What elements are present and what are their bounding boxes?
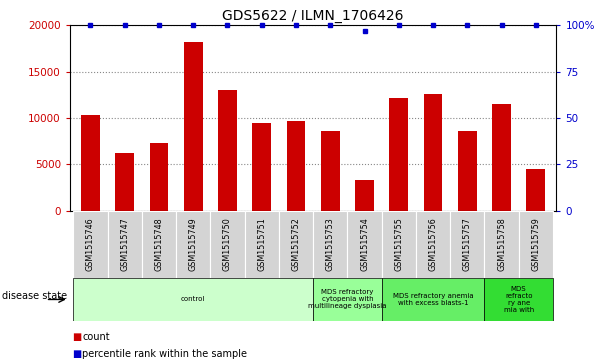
Text: ■: ■: [72, 349, 81, 359]
Title: GDS5622 / ILMN_1706426: GDS5622 / ILMN_1706426: [223, 9, 404, 23]
Bar: [355, 180, 374, 211]
Bar: [382, 211, 416, 278]
Bar: [252, 123, 271, 211]
Bar: [150, 143, 168, 211]
Bar: [389, 98, 408, 211]
Bar: [210, 211, 244, 278]
Bar: [485, 278, 553, 321]
Text: count: count: [82, 332, 109, 342]
Bar: [519, 211, 553, 278]
Text: MDS refractory anemia
with excess blasts-1: MDS refractory anemia with excess blasts…: [393, 293, 473, 306]
Text: MDS refractory
cytopenia with
multilineage dysplasia: MDS refractory cytopenia with multilinea…: [308, 289, 387, 310]
Bar: [116, 153, 134, 211]
Text: GSM1515755: GSM1515755: [394, 217, 403, 271]
Bar: [313, 211, 347, 278]
Text: GSM1515757: GSM1515757: [463, 217, 472, 271]
Text: percentile rank within the sample: percentile rank within the sample: [82, 349, 247, 359]
Text: GSM1515759: GSM1515759: [531, 217, 541, 271]
Bar: [313, 278, 382, 321]
Text: control: control: [181, 297, 206, 302]
Bar: [450, 211, 485, 278]
Bar: [485, 211, 519, 278]
Bar: [424, 94, 443, 211]
Text: GSM1515751: GSM1515751: [257, 217, 266, 271]
Bar: [458, 131, 477, 211]
Text: ■: ■: [72, 332, 81, 342]
Text: GSM1515758: GSM1515758: [497, 217, 506, 271]
Text: GSM1515746: GSM1515746: [86, 217, 95, 271]
Text: GSM1515750: GSM1515750: [223, 217, 232, 271]
Bar: [218, 90, 237, 211]
Bar: [142, 211, 176, 278]
Bar: [176, 211, 210, 278]
Text: GSM1515747: GSM1515747: [120, 217, 130, 271]
Text: GSM1515749: GSM1515749: [188, 217, 198, 271]
Text: MDS
refracto
ry ane
mia with: MDS refracto ry ane mia with: [503, 286, 534, 313]
Bar: [184, 42, 202, 211]
Bar: [286, 121, 305, 211]
Bar: [321, 131, 340, 211]
Bar: [81, 115, 100, 211]
Bar: [347, 211, 382, 278]
Text: GSM1515756: GSM1515756: [429, 217, 438, 271]
Bar: [527, 169, 545, 211]
Text: GSM1515748: GSM1515748: [154, 217, 164, 271]
Bar: [74, 278, 313, 321]
Bar: [382, 278, 485, 321]
Bar: [416, 211, 450, 278]
Bar: [74, 211, 108, 278]
Text: disease state: disease state: [2, 291, 67, 301]
Bar: [279, 211, 313, 278]
Bar: [492, 104, 511, 211]
Text: GSM1515753: GSM1515753: [326, 217, 335, 271]
Bar: [108, 211, 142, 278]
Text: GSM1515752: GSM1515752: [291, 217, 300, 271]
Bar: [244, 211, 279, 278]
Text: GSM1515754: GSM1515754: [360, 217, 369, 271]
